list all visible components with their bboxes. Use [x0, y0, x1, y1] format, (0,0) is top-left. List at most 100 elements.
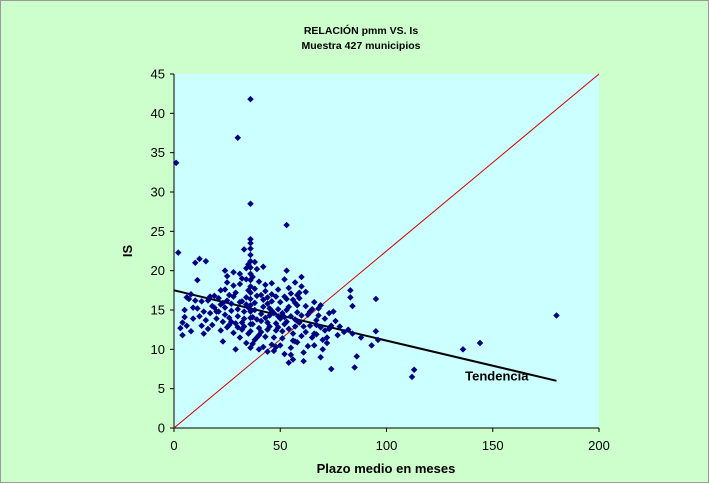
data-point — [332, 317, 339, 325]
trend-line — [173, 289, 557, 382]
data-point — [372, 295, 380, 303]
data-point — [410, 366, 418, 374]
data-point — [283, 267, 290, 275]
data-point — [349, 330, 356, 337]
data-point — [183, 322, 191, 330]
data-point — [368, 342, 375, 349]
data-point — [291, 338, 299, 345]
data-point — [270, 334, 278, 341]
data-point — [321, 327, 329, 334]
data-point — [221, 311, 229, 319]
y-axis-ticks: 0 5 10 15 20 25 30 35 40 45 — [151, 67, 174, 436]
y-tick-label: 5 — [158, 381, 165, 396]
data-point — [300, 349, 307, 356]
chart-title: RELACIÓN pmm VS. Is — [304, 24, 419, 37]
data-point — [321, 315, 329, 323]
data-point — [247, 200, 254, 208]
data-point — [245, 330, 252, 337]
data-point — [298, 332, 305, 340]
data-point — [213, 315, 220, 323]
data-point — [374, 336, 382, 344]
x-tick-label: 100 — [376, 438, 398, 453]
data-point — [230, 282, 237, 289]
data-point — [268, 307, 276, 315]
data-point — [268, 290, 276, 298]
data-point — [285, 303, 293, 311]
data-point — [283, 221, 290, 229]
data-point — [206, 309, 214, 317]
data-point — [317, 323, 324, 331]
data-point — [215, 294, 222, 302]
data-point — [274, 286, 282, 293]
data-point — [264, 300, 271, 308]
data-point — [319, 336, 327, 344]
data-point — [298, 312, 305, 319]
data-point — [298, 273, 305, 281]
data-point — [262, 287, 269, 295]
data-point — [242, 339, 250, 347]
data-point — [304, 311, 312, 319]
data-point — [287, 290, 295, 297]
y-tick-label: 20 — [151, 263, 165, 278]
x-tick-label: 150 — [482, 438, 504, 453]
data-point — [253, 265, 261, 273]
data-point — [259, 263, 267, 271]
data-point — [262, 314, 269, 322]
data-point — [228, 318, 235, 326]
data-point — [219, 318, 227, 326]
data-point — [351, 364, 358, 371]
data-points — [172, 95, 560, 381]
data-point — [211, 304, 218, 311]
data-point — [225, 291, 233, 299]
y-tick-label: 45 — [151, 67, 165, 82]
data-point — [221, 267, 229, 275]
data-point — [234, 312, 242, 320]
data-point — [274, 305, 282, 313]
data-point — [223, 279, 231, 286]
data-point — [181, 313, 188, 321]
data-point — [334, 331, 341, 339]
x-axis-title: Plazo medio en meses — [317, 461, 456, 476]
data-point — [327, 365, 335, 373]
data-point — [287, 351, 295, 359]
data-point — [223, 323, 231, 331]
data-point — [287, 344, 295, 352]
data-point — [202, 257, 210, 265]
data-point — [251, 285, 259, 293]
annotations: Tendencia — [465, 368, 529, 383]
data-point — [293, 309, 301, 316]
chart-subtitle: Muestra 427 municipios — [301, 40, 420, 52]
data-point — [281, 350, 288, 358]
data-point — [174, 249, 182, 256]
y-tick-label: 40 — [151, 106, 165, 121]
data-point — [291, 323, 299, 330]
data-point — [200, 330, 208, 337]
data-point — [187, 290, 195, 298]
data-point — [308, 305, 316, 313]
data-point — [230, 268, 237, 276]
data-point — [206, 293, 214, 300]
data-point — [204, 325, 212, 333]
data-point — [196, 312, 203, 320]
data-point — [228, 307, 235, 315]
data-point — [347, 286, 354, 294]
data-point — [189, 315, 197, 323]
data-point — [257, 328, 265, 336]
data-point — [283, 318, 290, 326]
data-point — [304, 342, 312, 350]
data-point — [236, 334, 244, 341]
data-point — [232, 345, 239, 353]
data-point — [194, 276, 201, 284]
data-point — [242, 264, 250, 272]
data-point — [221, 286, 229, 293]
data-point — [285, 359, 293, 367]
data-point — [347, 294, 354, 301]
data-point — [219, 338, 227, 345]
data-point — [232, 289, 239, 297]
data-point — [179, 319, 186, 326]
data-point — [459, 345, 467, 353]
data-point — [219, 299, 227, 307]
data-point — [249, 340, 256, 348]
data-point — [191, 297, 199, 304]
